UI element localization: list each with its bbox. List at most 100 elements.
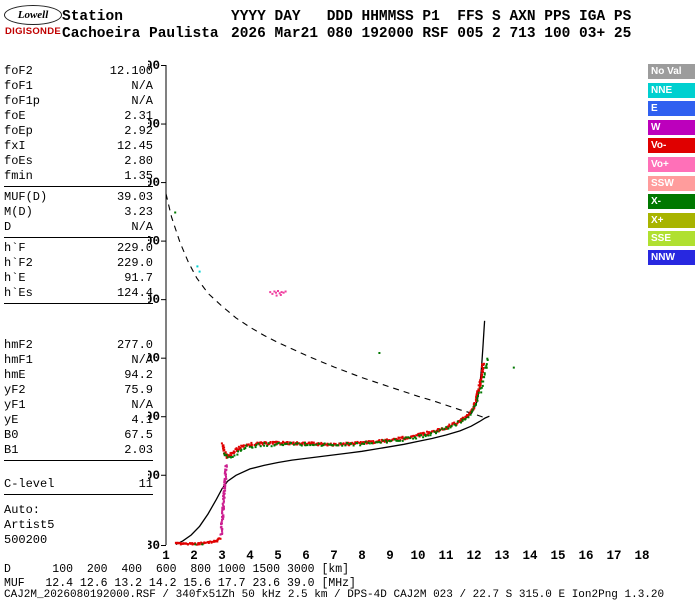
param-row-md: M(D) 3.23 [4, 205, 153, 220]
param-label: h`Es [4, 286, 33, 300]
header-field-names: YYYY DAY DDD HHMMSS P1 FFS S AXN PPS IGA… [231, 9, 632, 25]
lowell-logo-oval: Lowell [4, 5, 62, 25]
x-tick-label: 18 [634, 549, 649, 560]
panel-footer-line: 500200 [4, 533, 48, 547]
x-tick-label: 14 [522, 549, 538, 560]
panel-footer: Auto: Artist5 500200 [4, 503, 153, 548]
param-label: hmE [4, 368, 26, 382]
param-label: B1 [4, 443, 19, 457]
param-row-ye: yE 4.1 [4, 413, 153, 428]
param-label: h`F2 [4, 256, 33, 270]
param-label: yF2 [4, 383, 26, 397]
param-value: 12.45 [116, 139, 153, 153]
x-tick-label: 17 [606, 549, 621, 560]
legend-item-x-: X+ [648, 212, 695, 228]
param-label: hmF1 [4, 353, 33, 367]
parameter-panel: foF2 12.100 foF1 N/A foF1p N/A foE 2.31 foEp 2.92… [4, 64, 153, 548]
param-row-foe: foE 2.31 [4, 109, 153, 124]
logo-digisonde-text: DIGISONDE [4, 26, 61, 37]
param-row-clevel: C-level 11 [4, 477, 153, 492]
param-value: 91.7 [124, 271, 153, 285]
panel-footer-line: Artist5 [4, 518, 55, 532]
legend-item-ssw: SSW [648, 175, 695, 191]
param-label: M(D) [4, 205, 33, 219]
param-row-fof1p: foF1p N/A [4, 94, 153, 109]
param-label: B0 [4, 428, 19, 442]
legend-item-vo-: Vo+ [648, 156, 695, 172]
x-tick-label: 13 [494, 549, 509, 560]
param-row-hmf1: hmF1 N/A [4, 353, 153, 368]
header-field-values: 2026 Mar21 080 192000 RSF 005 2 713 100 … [231, 25, 632, 42]
param-value: N/A [131, 220, 153, 234]
y-tick-label: 200 [148, 469, 160, 483]
x-tick-label: 16 [578, 549, 593, 560]
x-tick-label: 6 [302, 549, 310, 560]
legend-item-sse: SSE [648, 231, 695, 247]
param-value: 277.0 [116, 338, 153, 352]
f-trace-o-mode [220, 362, 485, 459]
param-value: N/A [131, 94, 153, 108]
param-row-hf2: h`F2 229.0 [4, 256, 153, 271]
f-trace-x-mode [223, 357, 489, 459]
legend-item-e: E [648, 101, 695, 117]
param-value: 1.35 [124, 169, 153, 183]
param-group: foF2 12.100 foF1 N/A foF1p N/A foE 2.31 foEp 2.92… [4, 64, 153, 187]
param-row-foep: foEp 2.92 [4, 124, 153, 139]
x-tick-label: 7 [330, 549, 338, 560]
legend-item-nnw: NNW [648, 249, 695, 265]
second-hop-echoes [269, 290, 287, 297]
param-label: h`E [4, 271, 26, 285]
param-value: N/A [131, 79, 153, 93]
distance-row: D 100 200 400 600 800 1000 1500 3000 [km… [4, 563, 350, 576]
x-tick-label: 8 [358, 549, 366, 560]
true-height-profile [175, 415, 490, 545]
param-group: h`F 229.0 h`F2 229.0 h`E 91.7 h`Es 124.4 [4, 241, 153, 304]
legend-item-nne: NNE [648, 82, 695, 98]
param-row-mufd: MUF(D) 39.03 [4, 190, 153, 205]
param-group: MUF(D) 39.03 M(D) 3.23 D N/A [4, 190, 153, 238]
param-row-hmf2: hmF2 277.0 [4, 338, 153, 353]
legend-item-vo-: Vo- [648, 138, 695, 154]
header-row-values: Cachoeira Paulista 2026 Mar21 080 192000 … [62, 26, 631, 43]
oblique-echoes-cyan [196, 265, 201, 273]
param-value: 229.0 [116, 241, 153, 255]
param-label: foF1 [4, 79, 33, 93]
param-value: 75.9 [124, 383, 153, 397]
y-tick-label: 80 [148, 539, 160, 553]
param-group: C-level 11 [4, 477, 153, 495]
x-tick-label: 11 [438, 549, 453, 560]
y-tick-label: 900 [148, 59, 160, 73]
transmission-curve [165, 193, 484, 418]
muf-table: D 100 200 400 600 800 1000 1500 3000 [km… [4, 563, 356, 590]
param-value: 2.31 [124, 109, 153, 123]
param-row-yf1: yF1 N/A [4, 398, 153, 413]
legend-item-no-val: No Val [648, 64, 695, 79]
param-label: yF1 [4, 398, 26, 412]
param-label: foEp [4, 124, 33, 138]
param-row-fxi: fxI 12.45 [4, 139, 153, 154]
header: Station YYYY DAY DDD HHMMSS P1 FFS S AXN … [62, 9, 631, 42]
x-tick-label: 2 [190, 549, 198, 560]
param-value: N/A [131, 353, 153, 367]
legend-item-x-: X- [648, 194, 695, 210]
y-tick-label: 400 [148, 352, 160, 366]
y-tick-label: 300 [148, 410, 160, 424]
param-group: hmF2 277.0 hmF1 N/A hmE 94.2 yF2 75.9 yF1 N/A yE 4.… [4, 338, 153, 461]
param-label: fmin [4, 169, 33, 183]
ionogram-chart: 8020030040050060070080090012345678910111… [148, 59, 650, 560]
station-name: Cachoeira Paulista [62, 25, 219, 42]
param-value: 94.2 [124, 368, 153, 382]
param-row-b1: B1 2.03 [4, 443, 153, 458]
param-row-fmin: fmin 1.35 [4, 169, 153, 184]
param-value: N/A [131, 398, 153, 412]
param-value: 12.100 [109, 64, 153, 78]
y-tick-label: 600 [148, 235, 160, 249]
param-row-fof1: foF1 N/A [4, 79, 153, 94]
param-value: 4.1 [131, 413, 153, 427]
param-row-b0: B0 67.5 [4, 428, 153, 443]
muf-row: MUF 12.4 12.6 13.2 14.2 15.6 17.7 23.6 3… [4, 576, 356, 590]
param-value: 39.03 [116, 190, 153, 204]
param-label: fxI [4, 139, 26, 153]
x-tick-label: 12 [466, 549, 481, 560]
